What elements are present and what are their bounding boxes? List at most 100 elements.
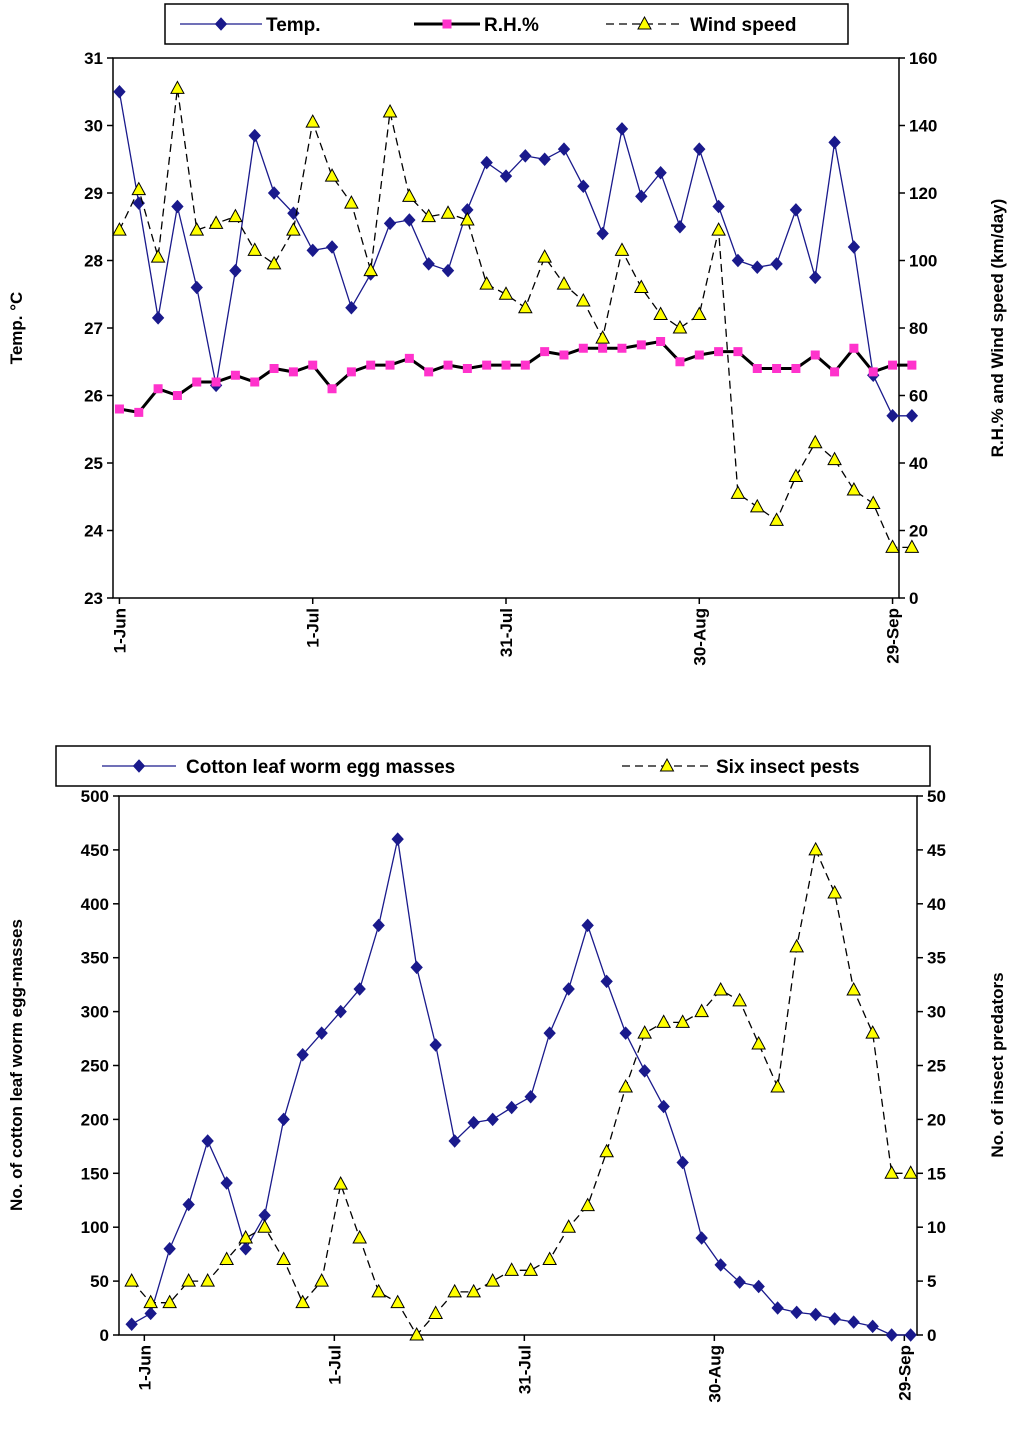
data-point (617, 343, 627, 353)
data-point (847, 240, 861, 254)
data-point (410, 960, 423, 975)
left-tick-label: 0 (100, 1326, 109, 1345)
data-point (201, 1134, 214, 1148)
data-point (257, 1219, 273, 1233)
data-point (830, 367, 840, 377)
data-point (751, 260, 764, 274)
left-tick-label: 31 (84, 49, 103, 68)
data-point (619, 1026, 632, 1040)
right-tick-label: 40 (909, 454, 928, 473)
data-point (327, 384, 337, 394)
data-point (676, 1155, 689, 1170)
data-point (556, 276, 572, 290)
data-point (656, 337, 666, 346)
data-point (713, 981, 729, 996)
data-point (598, 343, 608, 353)
data-point (519, 149, 532, 163)
right-tick-label: 35 (927, 949, 946, 968)
data-point (885, 539, 900, 553)
data-point (733, 1275, 746, 1289)
data-point (791, 364, 801, 373)
right-tick-label: 15 (927, 1164, 946, 1183)
data-point (520, 360, 530, 370)
data-point (615, 122, 629, 136)
data-point (524, 1090, 537, 1104)
left-tick-label: 28 (84, 252, 103, 271)
data-point (460, 211, 475, 226)
left-tick-label: 300 (81, 1003, 109, 1022)
right-tick-label: 20 (927, 1110, 946, 1129)
chart-1-left-axis: 23 24 25 26 27 28 29 30 31 (84, 49, 113, 608)
data-point (600, 974, 613, 989)
left-tick-label: 200 (81, 1110, 109, 1129)
data-point (635, 189, 648, 204)
data-point (499, 169, 513, 183)
data-point (498, 286, 514, 300)
series-line (118, 91, 912, 417)
data-point (382, 103, 398, 118)
chart-1: Temp. R.H.% Wind speed 232425262728293031 … (7, 3, 1007, 666)
chart-2-series (124, 832, 919, 1342)
data-point (730, 485, 746, 499)
data-point (228, 208, 243, 223)
data-point (675, 1014, 691, 1028)
legend-label: Wind speed (690, 15, 796, 36)
data-point (305, 114, 321, 128)
data-point (153, 384, 163, 394)
data-point (248, 128, 261, 143)
data-point (113, 85, 126, 99)
legend-marker (659, 757, 675, 772)
data-point (809, 1307, 822, 1322)
data-point (732, 992, 748, 1007)
chart-2-legend: Cotton leaf worm egg masses Six insect pe… (102, 757, 860, 778)
data-point (163, 1242, 176, 1256)
data-point (752, 364, 762, 373)
data-point (200, 1273, 216, 1287)
right-tick-label: 40 (927, 895, 946, 914)
data-point (353, 982, 366, 996)
data-point (390, 1294, 406, 1309)
chart-1-right-axis-title: R.H.% and Wind speed (km/day) (988, 199, 1007, 458)
left-tick-label: 30 (84, 117, 103, 136)
data-point (596, 226, 609, 241)
legend-label: R.H.% (484, 15, 539, 36)
data-point (865, 1025, 881, 1039)
data-point (653, 306, 668, 320)
x-tick-label: 29-Sep (895, 1345, 914, 1401)
right-tick-label: 100 (909, 252, 937, 271)
x-tick-label: 31-Jul (497, 608, 516, 657)
data-point (125, 1317, 138, 1331)
data-point (182, 1197, 195, 1212)
right-tick-label: 80 (909, 319, 928, 338)
data-point (559, 350, 569, 360)
data-point (636, 340, 646, 350)
x-tick-label: 1-Jul (325, 1345, 344, 1385)
data-point (580, 1197, 596, 1212)
left-tick-label: 24 (84, 522, 103, 541)
data-point (346, 367, 356, 377)
left-tick-label: 150 (81, 1164, 109, 1183)
data-point (656, 1014, 672, 1028)
data-point (693, 142, 706, 156)
x-tick-label: 1-Jul (304, 608, 323, 648)
data-point (543, 1026, 556, 1040)
left-tick-label: 26 (84, 387, 103, 406)
data-point (409, 1326, 425, 1341)
data-point (308, 360, 318, 370)
data-point (366, 360, 376, 370)
x-tick-label: 30-Aug (690, 608, 709, 666)
chart-2-plot-area (118, 795, 918, 1336)
data-point (904, 539, 920, 553)
data-point (884, 1165, 900, 1179)
chart-2-right-axis-title: No. of insect predators (988, 972, 1007, 1157)
data-point (538, 152, 551, 166)
left-tick-label: 500 (81, 787, 109, 806)
data-point (903, 1165, 919, 1179)
data-point (907, 360, 917, 370)
data-point (517, 299, 533, 314)
data-point (211, 377, 221, 387)
chart-2-legend-box (55, 745, 931, 787)
data-point (171, 199, 184, 214)
data-point (672, 319, 688, 334)
data-point (714, 1258, 727, 1272)
